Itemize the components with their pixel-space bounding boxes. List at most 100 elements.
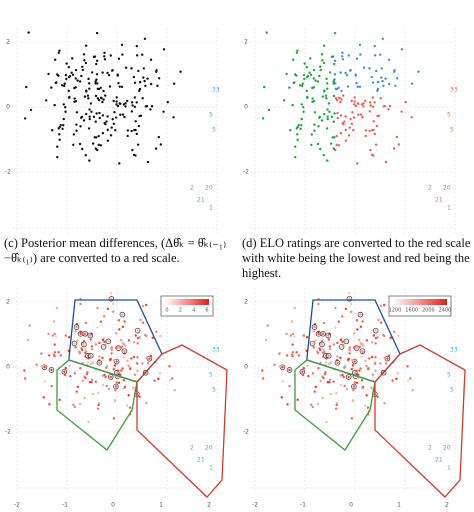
dot [328, 380, 331, 384]
dot [47, 332, 50, 336]
dot [101, 71, 104, 74]
point-label: 33 [212, 347, 220, 354]
dot [58, 125, 61, 129]
dot [320, 53, 324, 56]
dot [145, 356, 148, 360]
dot [162, 48, 166, 51]
dot [114, 346, 118, 350]
dot [297, 123, 300, 127]
dot [263, 85, 266, 89]
dot [310, 143, 313, 147]
dot [327, 338, 331, 341]
dot [339, 114, 343, 117]
cluster-region [56, 359, 138, 451]
dot [314, 339, 317, 342]
dot [335, 134, 338, 138]
dot [71, 57, 74, 60]
dot [117, 318, 121, 322]
dot [94, 120, 97, 123]
dot [356, 162, 359, 165]
point-label: 2 [428, 445, 432, 452]
y-tick-label: 2 [244, 39, 248, 46]
dot [298, 84, 302, 87]
dot [90, 110, 93, 114]
dot [89, 102, 93, 105]
dot [58, 398, 61, 401]
dot [149, 354, 153, 358]
dot [169, 379, 172, 382]
dot [67, 89, 70, 93]
dot [75, 129, 78, 132]
dot [397, 334, 400, 338]
point-label: 21 [197, 457, 205, 464]
dot [365, 364, 368, 368]
y-tick-label: 0 [244, 364, 248, 371]
dot [261, 377, 265, 380]
dot-ring [81, 341, 87, 348]
dot [53, 332, 57, 336]
dot [121, 367, 124, 370]
dot [291, 351, 295, 354]
dot [110, 346, 114, 349]
dot [133, 81, 137, 84]
dot [74, 330, 77, 333]
dot [103, 58, 107, 61]
dot [300, 117, 303, 121]
dot [61, 127, 64, 131]
dot [328, 71, 332, 74]
dot [94, 82, 97, 85]
dot [155, 69, 158, 72]
dot [80, 347, 83, 350]
dot [360, 343, 363, 346]
dot [78, 80, 82, 83]
dot-ring [134, 327, 141, 334]
dot [365, 339, 369, 342]
dot [135, 362, 139, 365]
dot [356, 345, 359, 348]
dot [300, 103, 303, 106]
dot [50, 368, 53, 372]
dot [278, 352, 281, 355]
dot [121, 113, 125, 116]
dot [74, 99, 78, 103]
dot-ring [71, 340, 78, 347]
dot [42, 396, 45, 399]
dot [395, 377, 398, 381]
legend-label: 1600 [405, 308, 418, 314]
dot [290, 320, 294, 323]
dot [328, 110, 331, 114]
dot [84, 61, 88, 65]
dot [155, 330, 158, 333]
dot [361, 115, 364, 119]
dot [132, 153, 136, 157]
dot [322, 44, 326, 47]
dot [379, 362, 382, 365]
dot [374, 143, 378, 146]
dot [75, 111, 79, 114]
dot [410, 82, 414, 85]
dot [364, 129, 368, 132]
x-tick-label: -1 [62, 502, 68, 509]
dot [99, 144, 103, 147]
dot [377, 318, 380, 322]
dot [121, 53, 124, 56]
dot [391, 379, 394, 382]
color-bar [393, 299, 447, 305]
point-label: 1 [447, 465, 451, 472]
dot [141, 97, 144, 100]
dot [105, 384, 108, 388]
dot [400, 110, 403, 113]
dot [84, 321, 88, 325]
dot [325, 127, 329, 130]
dot [62, 103, 65, 106]
dot [313, 123, 316, 126]
dot [112, 122, 116, 126]
dot [334, 407, 338, 410]
dot [410, 116, 413, 119]
dot [81, 68, 84, 72]
dot [141, 53, 144, 56]
dot [321, 396, 324, 400]
dot [130, 110, 133, 113]
dot [344, 71, 347, 75]
